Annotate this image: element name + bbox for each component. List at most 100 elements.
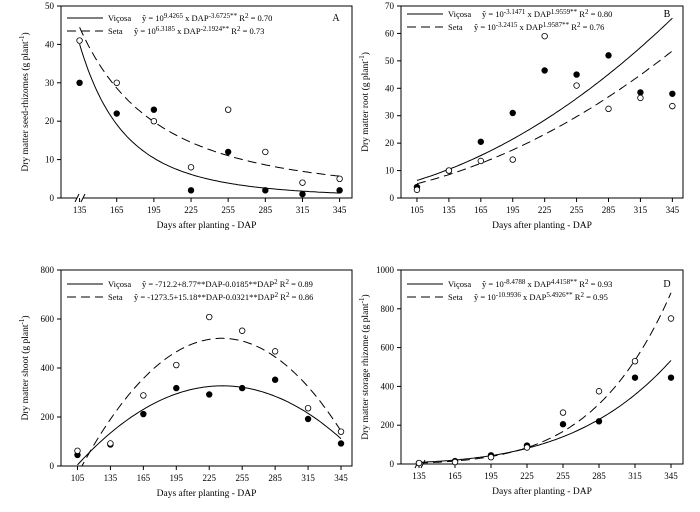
y-tick-label: 40 bbox=[45, 39, 55, 49]
data-point-seta bbox=[173, 361, 180, 369]
data-point-seta bbox=[206, 313, 213, 321]
x-tick-label: 315 bbox=[296, 205, 310, 215]
data-point-seta bbox=[487, 454, 495, 461]
chart-panel-2: 105 135 165 195 225 255 285 315 345 0 10 20 30 40 50 60… bbox=[358, 1, 684, 231]
data-point-vicosa bbox=[595, 418, 603, 425]
data-point-vicosa bbox=[224, 148, 232, 156]
y-tick-label: 50 bbox=[385, 56, 395, 66]
data-point-seta bbox=[304, 404, 312, 412]
data-point-seta bbox=[113, 79, 120, 86]
chart-panel-4: 135 165 195 225 255 285 315 345 0 200 400 600 800 100… bbox=[358, 265, 684, 497]
legend-series-name: Seta bbox=[108, 292, 123, 302]
x-tick-label: 255 bbox=[570, 205, 584, 215]
data-point-seta bbox=[107, 440, 114, 447]
x-tick-label: 285 bbox=[602, 205, 616, 215]
legend-equation: ŷ = 10-10.9936 x DAP5.4926** R2 = 0.95 bbox=[474, 291, 608, 302]
y-tick-label: 60 bbox=[385, 28, 395, 38]
panel-letter: B bbox=[664, 9, 671, 20]
y-tick-label: 1000 bbox=[376, 265, 395, 275]
data-point-seta bbox=[299, 179, 306, 186]
data-point-vicosa bbox=[477, 138, 485, 145]
y-tick-label: 20 bbox=[385, 138, 395, 148]
data-point-vicosa bbox=[573, 71, 580, 78]
x-tick-label: 345 bbox=[333, 205, 347, 215]
legend-series-name: Seta bbox=[108, 26, 123, 36]
data-point-seta bbox=[605, 105, 612, 113]
x-tick-label: 135 bbox=[412, 471, 426, 481]
data-point-seta bbox=[74, 447, 81, 455]
data-point-vicosa bbox=[667, 374, 675, 381]
y-tick-label: 600 bbox=[381, 343, 395, 353]
x-tick-label: 255 bbox=[235, 473, 249, 483]
data-point-seta bbox=[150, 117, 158, 125]
data-point-vicosa bbox=[173, 384, 180, 392]
data-point-seta bbox=[413, 186, 421, 193]
y-tick-label: 0 bbox=[50, 461, 55, 471]
y-tick-label: 20 bbox=[45, 116, 55, 126]
data-point-vicosa bbox=[271, 376, 279, 383]
y-tick-label: 10 bbox=[45, 155, 55, 165]
y-axis-label: Dry matter shoot (g plant-1) bbox=[18, 315, 31, 420]
data-point-vicosa bbox=[76, 79, 83, 86]
data-point-seta bbox=[336, 175, 343, 182]
plot-frame bbox=[400, 269, 684, 465]
data-point-vicosa bbox=[299, 190, 306, 198]
y-tick-label: 30 bbox=[385, 111, 395, 121]
fit-curve-seta bbox=[79, 27, 340, 177]
data-point-seta bbox=[451, 458, 459, 466]
x-tick-label: 135 bbox=[442, 205, 456, 215]
fit-curve-viosa bbox=[77, 385, 342, 466]
fit-curve-viosa bbox=[418, 360, 672, 463]
data-point-vicosa bbox=[559, 421, 567, 428]
x-tick-label: 195 bbox=[147, 205, 161, 215]
data-point-vicosa bbox=[337, 440, 345, 447]
data-point-vicosa bbox=[509, 109, 516, 117]
x-tick-label: 345 bbox=[666, 205, 680, 215]
y-axis-label: Dry matter root (g plant-1) bbox=[358, 52, 371, 152]
x-tick-label: 195 bbox=[506, 205, 520, 215]
data-point-seta bbox=[445, 167, 453, 174]
data-point-seta bbox=[573, 82, 580, 89]
fit-curve-seta bbox=[77, 337, 342, 467]
y-tick-label: 400 bbox=[381, 381, 395, 391]
y-tick-label: 70 bbox=[385, 1, 395, 11]
y-tick-label: 600 bbox=[41, 314, 55, 324]
legend-equation: ŷ = 10-3.1471 x DAP1.9559** R2 = 0.80 bbox=[482, 8, 612, 19]
axis-break-mark bbox=[420, 459, 426, 469]
legend-series-name: Viçosa bbox=[108, 279, 131, 289]
y-tick-label: 50 bbox=[45, 1, 55, 11]
data-point-seta bbox=[631, 357, 639, 365]
y-tick-label: 40 bbox=[385, 83, 395, 93]
legend-equation: ŷ = 10-8.4788 x DAP4.4158** R2 = 0.93 bbox=[482, 278, 612, 289]
x-tick-label: 195 bbox=[170, 473, 184, 483]
x-axis-label: Days after planting - DAP bbox=[492, 486, 592, 497]
x-tick-label: 225 bbox=[184, 205, 198, 215]
x-tick-label: 345 bbox=[664, 471, 678, 481]
data-point-seta bbox=[337, 428, 345, 435]
data-point-seta bbox=[509, 156, 516, 163]
data-point-seta bbox=[595, 388, 603, 395]
fit-curve-viosa bbox=[79, 43, 340, 194]
data-point-seta bbox=[224, 106, 232, 113]
data-point-seta bbox=[187, 164, 195, 171]
x-tick-label: 285 bbox=[592, 471, 606, 481]
y-axis-label: Dry matter seed-rhizomes (g plant-1) bbox=[18, 32, 31, 171]
y-tick-label: 400 bbox=[41, 363, 55, 373]
panel-letter: A bbox=[332, 13, 340, 24]
data-point-vicosa bbox=[140, 410, 147, 418]
data-point-vicosa bbox=[669, 90, 676, 97]
data-point-seta bbox=[637, 94, 644, 102]
legend-series-name: Viçosa bbox=[448, 9, 471, 19]
data-point-seta bbox=[262, 148, 269, 156]
data-point-seta bbox=[523, 444, 531, 451]
legend-equation: ŷ = -712.2+8.77**DAP-0.0185**DAP2 R2 = 0… bbox=[142, 278, 313, 289]
panel-letter: D bbox=[663, 279, 670, 290]
x-tick-label: 225 bbox=[538, 205, 552, 215]
y-tick-label: 10 bbox=[385, 166, 395, 176]
data-point-vicosa bbox=[631, 374, 639, 381]
legend-series-name: Viçosa bbox=[448, 279, 471, 289]
data-point-seta bbox=[271, 348, 279, 355]
y-tick-label: 0 bbox=[390, 459, 395, 469]
